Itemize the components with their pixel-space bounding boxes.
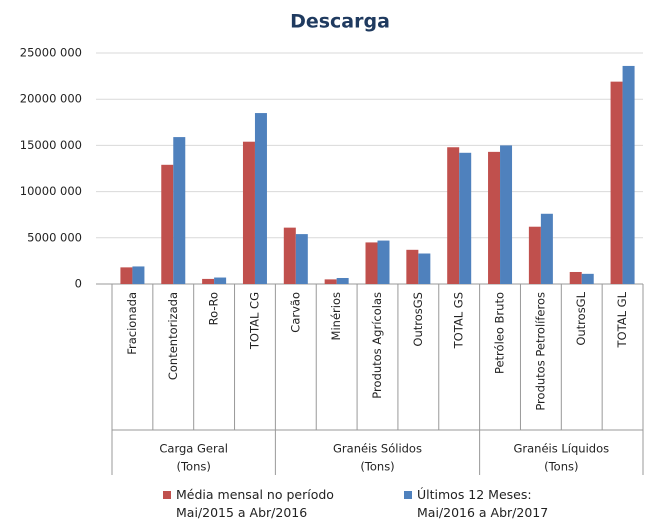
bar xyxy=(540,213,553,284)
legend-swatch xyxy=(404,491,412,499)
x-tick-label: Contentorizada xyxy=(166,292,180,380)
bar xyxy=(581,273,594,284)
y-tick-label: 15000 000 xyxy=(20,138,82,152)
bar xyxy=(377,240,390,284)
x-tick-label: OutrosGL xyxy=(574,291,588,345)
bar xyxy=(132,266,145,284)
x-tick-label: Carvão xyxy=(288,292,302,333)
group-label: Granéis Sólidos xyxy=(333,442,422,456)
bar xyxy=(283,227,296,284)
bar xyxy=(447,147,460,284)
bar xyxy=(500,145,513,284)
group-label: Granéis Líquidos xyxy=(514,442,610,456)
bar xyxy=(173,137,186,284)
legend-label: Média mensal no período Mai/2015 a Abr/2… xyxy=(176,487,334,520)
group-label: (Tons) xyxy=(177,460,211,474)
legend-swatch xyxy=(163,491,171,499)
x-tick-label: TOTAL GL xyxy=(615,291,629,348)
group-label: (Tons) xyxy=(544,460,578,474)
bar xyxy=(295,234,308,284)
x-tick-label: TOTAL CG xyxy=(247,292,261,350)
bar xyxy=(459,152,472,284)
x-tick-label: TOTAL GS xyxy=(452,292,466,349)
y-tick-label: 5000 000 xyxy=(27,230,82,244)
x-tick-label: Fracionada xyxy=(125,292,139,355)
group-label: Carga Geral xyxy=(159,442,228,456)
x-tick-label: Petróleo Bruto xyxy=(493,292,507,374)
chart-title: Descarga xyxy=(290,11,390,33)
bar xyxy=(202,278,215,284)
x-tick-label: OutrosGS xyxy=(411,292,425,347)
bar xyxy=(120,267,133,284)
y-tick-label: 0 xyxy=(75,277,82,291)
bar xyxy=(254,113,267,284)
x-tick-label: Minérios xyxy=(329,292,343,340)
legend-label: Últimos 12 Meses: Mai/2016 a Abr/2017 xyxy=(417,487,549,520)
x-tick-label: Produtos Petrolíferos xyxy=(533,292,547,411)
bar xyxy=(569,271,582,284)
bar xyxy=(214,277,227,284)
bar xyxy=(488,151,501,284)
bar xyxy=(161,164,174,284)
group-label: (Tons) xyxy=(360,460,394,474)
bar xyxy=(365,242,378,284)
x-tick-label: Produtos Agrícolas xyxy=(370,292,384,399)
y-tick-label: 25000 000 xyxy=(20,46,82,60)
bar xyxy=(242,141,255,284)
bar xyxy=(610,81,623,284)
bar xyxy=(324,279,337,284)
bar xyxy=(418,253,431,284)
bar xyxy=(622,65,635,284)
bar xyxy=(336,277,349,284)
y-tick-label: 10000 000 xyxy=(20,184,82,198)
y-tick-label: 20000 000 xyxy=(20,92,82,106)
bar xyxy=(528,226,541,284)
bar xyxy=(406,249,419,284)
x-tick-label: Ro-Ro xyxy=(207,292,221,325)
